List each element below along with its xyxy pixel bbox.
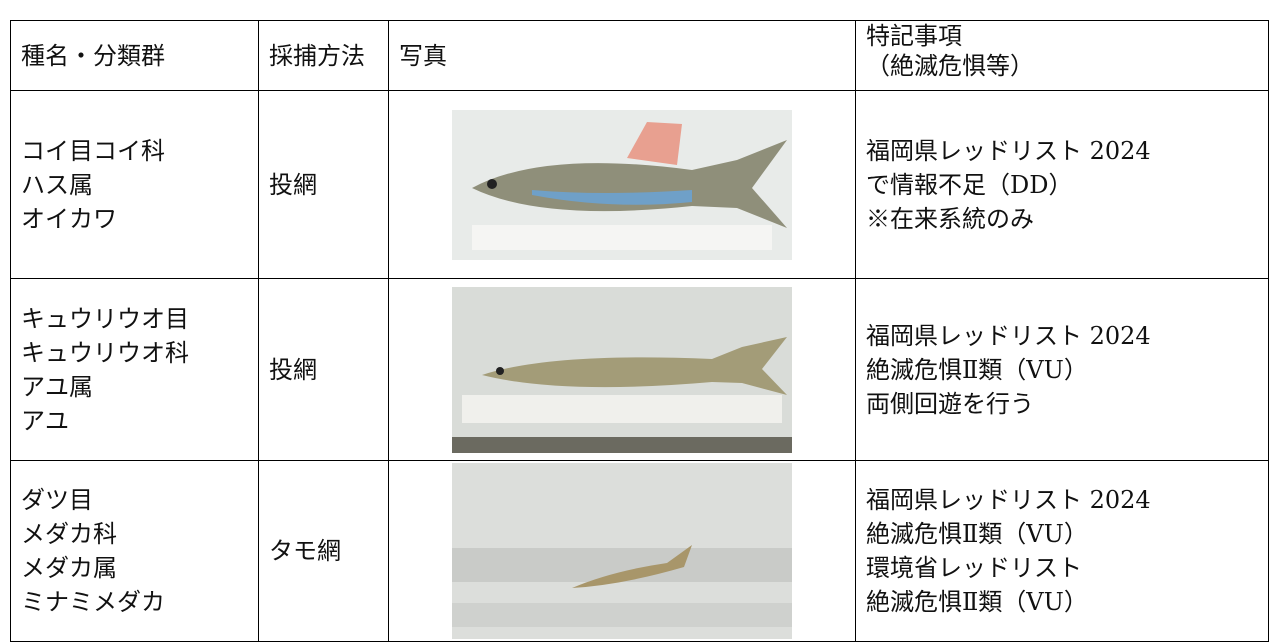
cell-line: 絶滅危惧Ⅱ類（VU） [866,588,1088,616]
fish-photo [452,109,792,260]
cell-line: 環境省レッドリスト [866,554,1082,582]
cell-line: ※在来系統のみ [866,204,1034,233]
header-cell: 採捕方法 [258,20,389,91]
row: ダツ目メダカ科メダカ属ミナミメダカ タモ網 福岡県レッドリスト 2024 絶滅危惧… [10,460,1269,642]
method-cell: 投網 [258,278,389,461]
method-text: タモ網 [269,537,341,565]
header-text: （絶滅危惧等） [866,52,1034,80]
cell-line: 福岡県レッドリスト 2024 [866,136,1151,165]
row: コイ目コイ科 ハス属オイカワ 投網 福岡県レッドリスト 2024 で情報不足（DD）… [10,90,1269,279]
header-text: 特記事項 [866,22,962,50]
header-text: 採捕方法 [269,41,365,70]
fish [572,545,692,588]
cell-line: ミナミメダカ [21,588,165,616]
cell-line: 両側回遊を行う [866,389,1034,418]
cell-line: キュウリウオ科 [21,338,189,367]
row: キュウリウオ目 キュウリウオ科 アユ属アユ 投網 福岡県レッドリスト 2024 絶滅危… [10,278,1269,461]
fish-stripe [532,189,692,205]
header-row: 種名・分類群 採捕方法 写真 特記事項 （絶滅危惧等） [10,20,1269,91]
header-text: 種名・分類群 [21,41,165,70]
notes-cell: 福岡県レッドリスト 2024 絶滅危惧Ⅱ類（VU） 両側回遊を行う [855,278,1269,461]
cell-line: 絶滅危惧Ⅱ類（VU） [866,520,1088,548]
species-cell: コイ目コイ科 ハス属オイカワ [10,90,259,279]
photo-base [452,436,792,453]
method-text: 投網 [269,170,317,199]
ruler [472,224,772,250]
header-text: 写真 [399,41,447,70]
ruler [462,394,782,423]
cell-line: 福岡県レッドリスト 2024 [866,486,1151,514]
eye [496,366,504,375]
cell-line: メダカ属 [21,554,117,582]
species-table: 種名・分類群 採捕方法 写真 特記事項 （絶滅危惧等） コイ目コイ科 ハス属オイカワ… [10,20,1269,642]
photo-cell [388,460,856,642]
cell-line: アユ属 [21,372,93,401]
cell-line: 絶滅危惧Ⅱ類（VU） [866,355,1088,384]
cell-line: コイ目コイ科 [21,136,165,165]
header-cell: 特記事項 （絶滅危惧等） [855,20,1269,91]
method-cell: タモ網 [258,460,389,642]
header-cell: 写真 [388,20,856,91]
method-text: 投網 [269,355,317,384]
method-cell: 投網 [258,90,389,279]
eye [487,178,497,189]
fish-photo [452,286,792,453]
fish-photo [452,463,792,639]
fin [627,121,682,165]
ruler [452,603,792,627]
cell-line: アユ [21,406,69,435]
header-cell: 種名・分類群 [10,20,259,91]
fish [472,139,787,228]
cell-line: ハス属 [21,170,93,199]
cell-line: 福岡県レッドリスト 2024 [866,321,1151,350]
cell-line: ダツ目 [21,486,93,514]
fish [482,336,787,395]
photo-cell [388,278,856,461]
notes-cell: 福岡県レッドリスト 2024 絶滅危惧Ⅱ類（VU） 環境省レッドリスト 絶滅危惧Ⅱ類（… [855,460,1269,642]
cell-line: で情報不足（DD） [866,170,1073,199]
cell-line: キュウリウオ目 [21,304,189,333]
photo-cell [388,90,856,279]
notes-cell: 福岡県レッドリスト 2024 で情報不足（DD） ※在来系統のみ [855,90,1269,279]
species-cell: ダツ目メダカ科メダカ属ミナミメダカ [10,460,259,642]
species-cell: キュウリウオ目 キュウリウオ科 アユ属アユ [10,278,259,461]
cell-line: メダカ科 [21,520,117,548]
cell-line: オイカワ [21,204,117,233]
